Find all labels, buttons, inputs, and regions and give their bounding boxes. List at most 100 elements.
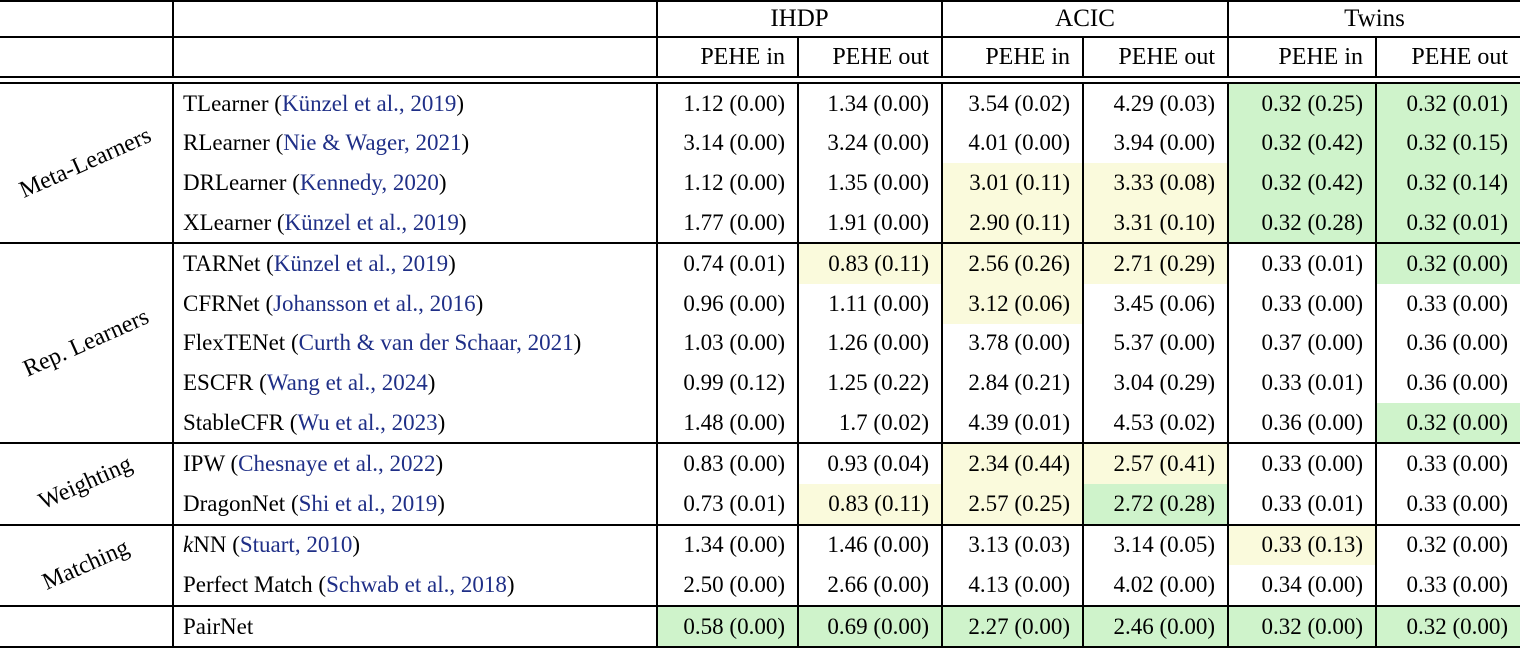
value-cell: 0.83 (0.00) — [657, 442, 799, 484]
value-cell: 3.14 (0.05) — [1083, 523, 1230, 566]
value-cell: 2.57 (0.41) — [1083, 442, 1230, 484]
value-cell: 3.04 (0.29) — [1083, 363, 1230, 403]
dataset-header-row: IHDP ACIC Twins — [0, 0, 1520, 38]
citation-link[interactable]: Shi et al., 2019 — [298, 490, 438, 516]
value-cell: 0.33 (0.00) — [1228, 442, 1378, 484]
value-cell: 1.7 (0.02) — [798, 402, 943, 444]
value-cell: 0.36 (0.00) — [1228, 402, 1378, 444]
value-cell: 2.34 (0.44) — [942, 442, 1084, 484]
group-label-cell: Meta-Learners — [0, 83, 174, 244]
value-cell: 3.54 (0.02) — [942, 83, 1084, 124]
method-name: PairNet — [183, 613, 254, 639]
citation-link[interactable]: Wu et al., 2023 — [297, 409, 438, 435]
value-cell: 4.53 (0.02) — [1083, 402, 1230, 444]
citation-link[interactable]: Nie & Wager, 2021 — [283, 130, 462, 156]
table-row: XLearner (Künzel et al., 2019) 1.77 (0.00… — [0, 202, 1520, 244]
value-cell: 2.84 (0.21) — [942, 363, 1084, 403]
value-cell: 2.66 (0.00) — [798, 565, 943, 606]
method-cell: CFRNet (Johansson et al., 2016) — [173, 283, 658, 324]
value-cell: 2.46 (0.00) — [1083, 604, 1230, 648]
value-cell: 1.48 (0.00) — [657, 402, 799, 444]
method-cell: Perfect Match (Schwab et al., 2018) — [173, 565, 658, 606]
citation-link[interactable]: Künzel et al., 2019 — [281, 90, 457, 116]
value-cell: 4.01 (0.00) — [942, 123, 1084, 164]
value-cell: 0.83 (0.11) — [798, 483, 943, 525]
method-cell: StableCFR (Wu et al., 2023) — [173, 402, 658, 444]
value-cell: 0.34 (0.00) — [1228, 565, 1378, 606]
citation-link[interactable]: Stuart, 2010 — [239, 532, 353, 558]
method-name: TLearner — [183, 90, 269, 116]
value-cell: 3.14 (0.00) — [657, 123, 799, 164]
method-cell: TLearner (Künzel et al., 2019) — [173, 83, 658, 124]
value-cell: 0.33 (0.01) — [1228, 363, 1378, 403]
method-name: CFRNet — [183, 290, 260, 316]
value-cell: 1.91 (0.00) — [798, 202, 943, 244]
group-label-cell — [0, 604, 174, 648]
dataset-header-ihdp: IHDP — [657, 0, 943, 38]
value-cell: 4.39 (0.01) — [942, 402, 1084, 444]
group-label: Weighting — [35, 451, 137, 516]
value-cell: 0.32 (0.25) — [1228, 83, 1378, 124]
value-cell: 0.33 (0.00) — [1406, 290, 1509, 316]
group-label: Rep. Learners — [19, 303, 153, 383]
table-row: CFRNet (Johansson et al., 2016) 0.96 (0.0… — [0, 283, 1520, 324]
citation-link[interactable]: Kennedy, 2020 — [299, 169, 439, 195]
value-cell: 0.32 (0.14) — [1376, 163, 1520, 203]
value-cell: 0.32 (0.00) — [1376, 523, 1520, 566]
table-row: Rep. Learners TARNet (Künzel et al., 2019… — [0, 242, 1520, 444]
value-cell: 0.37 (0.00) — [1228, 323, 1378, 364]
group-label: Matching — [38, 534, 134, 596]
table-row: Perfect Match (Schwab et al., 2018) 2.50 … — [0, 565, 1520, 606]
value-cell: 0.32 (0.28) — [1228, 202, 1378, 244]
method-cell: PairNet — [173, 604, 658, 648]
table-row: DragonNet (Shi et al., 2019) 0.73 (0.01) 0… — [0, 483, 1520, 525]
group-label-cell: Weighting — [0, 442, 174, 525]
method-cell: FlexTENet (Curth & van der Schaar, 2021) — [173, 323, 658, 364]
table-row: DRLearner (Kennedy, 2020) 1.12 (0.00) 1.35… — [0, 163, 1520, 203]
method-cell: ESCFR (Wang et al., 2024) — [173, 363, 658, 403]
group-label: Meta-Learners — [15, 122, 156, 204]
value-cell: 0.33 (0.01) — [1228, 242, 1378, 284]
value-cell: 0.96 (0.00) — [657, 283, 799, 324]
citation-link[interactable]: Künzel et al., 2019 — [284, 209, 459, 235]
value-cell: 0.32 (0.15) — [1376, 123, 1520, 164]
citation-link[interactable]: Curth & van der Schaar, 2021 — [298, 330, 574, 356]
metric-header-ihdp-pehe-in: PEHE in — [657, 37, 799, 78]
method-name: Perfect Match — [183, 571, 313, 597]
value-cell: 3.12 (0.06) — [942, 283, 1084, 324]
value-cell: 0.73 (0.01) — [657, 483, 799, 525]
method-name: ESCFR — [183, 369, 254, 395]
method-name: kNN — [183, 532, 227, 558]
value-cell: 0.74 (0.01) — [657, 242, 799, 284]
table-row: RLearner (Nie & Wager, 2021) 3.14 (0.00) 3… — [0, 123, 1520, 164]
value-cell: 0.32 (0.00) — [1376, 242, 1520, 284]
value-cell: 1.34 (0.00) — [798, 83, 943, 124]
corner-cell-group — [0, 0, 174, 38]
method-cell: kNN (Stuart, 2010) — [173, 523, 658, 566]
value-cell: 2.56 (0.26) — [942, 242, 1084, 284]
citation-link[interactable]: Schwab et al., 2018 — [326, 571, 507, 597]
method-cell: IPW (Chesnaye et al., 2022) — [173, 442, 658, 484]
method-name: RLearner — [183, 130, 270, 156]
dataset-header-twins: Twins — [1228, 0, 1520, 38]
metric-header-twins-pehe-out: PEHE out — [1376, 37, 1520, 78]
citation-link[interactable]: Chesnaye et al., 2022 — [238, 451, 436, 477]
metric-header-twins-pehe-in: PEHE in — [1228, 37, 1378, 78]
value-cell: 3.13 (0.03) — [942, 523, 1084, 566]
table-row: Matching kNN (Stuart, 2010) 1.34 (0.00) 1.4… — [0, 523, 1520, 606]
value-cell: 0.33 (0.00) — [1228, 283, 1378, 324]
value-cell: 0.33 (0.01) — [1228, 483, 1378, 525]
value-cell: 4.02 (0.00) — [1083, 565, 1230, 606]
table-row: Meta-Learners TLearner (Künzel et al., 20… — [0, 83, 1520, 244]
value-cell: 2.90 (0.11) — [942, 202, 1084, 244]
citation-link[interactable]: Künzel et al., 2019 — [273, 251, 449, 277]
citation-link[interactable]: Johansson et al., 2016 — [273, 290, 476, 316]
value-cell: 0.32 (0.01) — [1376, 83, 1520, 124]
citation-link[interactable]: Wang et al., 2024 — [266, 369, 428, 395]
method-cell: TARNet (Künzel et al., 2019) — [173, 242, 658, 284]
blank-cell — [173, 37, 658, 78]
double-rule — [0, 77, 1520, 84]
value-cell: 0.32 (0.42) — [1228, 123, 1378, 164]
value-cell: 1.34 (0.00) — [657, 523, 799, 566]
